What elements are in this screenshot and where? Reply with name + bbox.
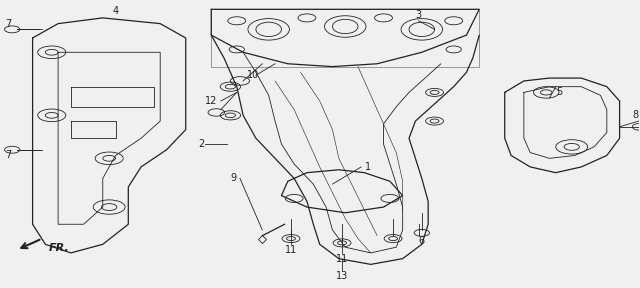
Text: 7: 7 <box>5 150 12 160</box>
Text: 8: 8 <box>632 110 639 120</box>
Text: 10: 10 <box>246 70 259 80</box>
Text: 2: 2 <box>198 139 205 149</box>
Text: 5: 5 <box>556 88 562 97</box>
Text: 11: 11 <box>336 254 348 264</box>
Text: 6: 6 <box>419 236 425 247</box>
Text: 7: 7 <box>5 19 12 29</box>
Text: 12: 12 <box>205 96 218 106</box>
Text: 1: 1 <box>365 162 371 172</box>
Text: 9: 9 <box>230 173 237 183</box>
Text: 3: 3 <box>415 10 422 20</box>
Text: 13: 13 <box>336 271 348 281</box>
Text: 11: 11 <box>285 245 297 255</box>
Text: FR.: FR. <box>49 243 69 253</box>
Text: 4: 4 <box>113 6 118 16</box>
